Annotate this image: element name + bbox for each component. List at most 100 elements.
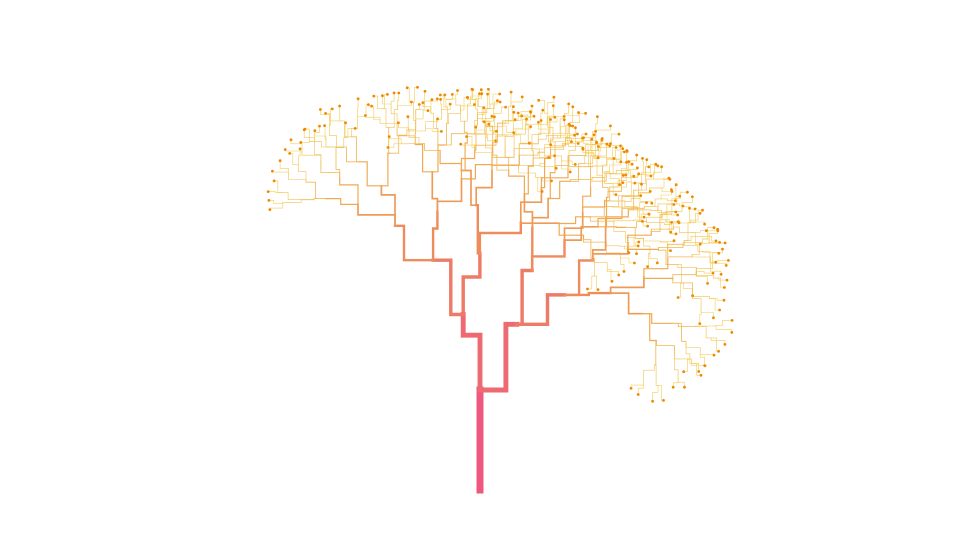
leaf-dot xyxy=(397,91,401,95)
branch xyxy=(373,95,383,109)
branch xyxy=(540,116,556,126)
leaf-dot xyxy=(520,114,524,118)
branch xyxy=(335,153,341,179)
leaf-dot xyxy=(539,119,543,122)
leaf-dot xyxy=(647,165,651,169)
leaf-dot xyxy=(716,227,719,231)
branch xyxy=(358,161,382,187)
leaf-dot xyxy=(646,224,649,228)
leaf-dot xyxy=(701,208,704,212)
leaf-dot xyxy=(712,353,716,357)
leaf-dot xyxy=(640,182,643,186)
branch xyxy=(591,177,609,184)
leaf-dot xyxy=(372,94,376,98)
branch xyxy=(582,186,592,213)
leaf-dot xyxy=(633,261,636,265)
branch xyxy=(550,144,569,150)
leaf-dot xyxy=(512,110,516,114)
branch xyxy=(569,163,586,182)
branch xyxy=(605,133,620,145)
branch xyxy=(656,187,673,192)
leaf-dot xyxy=(571,124,575,128)
branch xyxy=(484,125,503,129)
branch xyxy=(412,87,418,103)
branch xyxy=(643,364,655,382)
leaf-dot xyxy=(576,142,580,145)
leaf-dot xyxy=(704,229,708,233)
leaf-dot xyxy=(416,85,419,89)
leaf-dot xyxy=(493,115,496,119)
leaf-dot xyxy=(711,271,715,275)
leaf-dot xyxy=(370,104,373,108)
branch xyxy=(351,136,360,163)
leaf-dot xyxy=(356,97,360,101)
branch xyxy=(540,168,569,189)
branch xyxy=(515,134,530,144)
leaf-dot xyxy=(596,156,600,160)
leaf-dot xyxy=(381,94,384,98)
leaf-dot xyxy=(435,97,439,101)
leaf-dot xyxy=(386,146,390,149)
leaf-dot xyxy=(639,194,643,198)
branch xyxy=(563,225,599,241)
leaf-dot xyxy=(619,144,622,148)
leaf-dot xyxy=(674,210,678,214)
branch xyxy=(710,261,722,275)
branch xyxy=(583,137,589,151)
leaf-dot xyxy=(669,249,672,253)
leaf-dot xyxy=(717,349,720,353)
branch xyxy=(538,135,558,140)
leaf-dot xyxy=(471,88,474,91)
leaf-dot xyxy=(609,124,612,128)
branch xyxy=(339,120,352,138)
branch xyxy=(609,161,622,172)
leaf-dot xyxy=(612,157,616,160)
leaf-dot xyxy=(672,203,676,206)
branch xyxy=(475,126,486,139)
branch xyxy=(561,160,576,165)
leaf-dot xyxy=(487,122,491,126)
branch xyxy=(532,149,552,167)
branch xyxy=(387,143,402,148)
branch xyxy=(681,196,693,208)
branch xyxy=(609,292,644,315)
branch xyxy=(643,258,669,278)
branch xyxy=(652,385,659,402)
branch xyxy=(444,133,465,146)
branch xyxy=(513,118,527,130)
branch xyxy=(621,191,639,211)
branch xyxy=(633,219,648,227)
branch xyxy=(491,141,494,172)
branch xyxy=(415,110,429,120)
branch xyxy=(464,103,471,122)
branch xyxy=(535,177,543,192)
leaf-dot xyxy=(691,294,694,298)
branch xyxy=(268,200,284,204)
leaf-dot xyxy=(632,174,636,178)
branch xyxy=(477,107,485,121)
leaf-dot xyxy=(624,173,628,177)
leaf-dot xyxy=(621,147,625,151)
branch xyxy=(605,209,629,228)
branch xyxy=(691,230,707,233)
branch xyxy=(620,257,625,272)
branch xyxy=(552,118,565,134)
branch xyxy=(515,293,567,327)
branch xyxy=(335,146,360,163)
branch xyxy=(625,226,645,239)
branch xyxy=(563,211,584,241)
branch xyxy=(595,116,598,133)
branch xyxy=(483,121,496,132)
branch xyxy=(710,337,726,345)
branch xyxy=(431,144,446,173)
leaf-dot xyxy=(714,260,718,264)
leaf-dot xyxy=(676,213,680,217)
leaf-dot xyxy=(549,118,552,121)
leaf-dot xyxy=(627,160,631,164)
leaf-dot xyxy=(590,137,594,141)
leaf-dot xyxy=(537,98,541,102)
branch xyxy=(695,326,712,339)
branch xyxy=(613,219,634,223)
branch xyxy=(615,145,621,160)
leaf-dot xyxy=(678,194,682,198)
